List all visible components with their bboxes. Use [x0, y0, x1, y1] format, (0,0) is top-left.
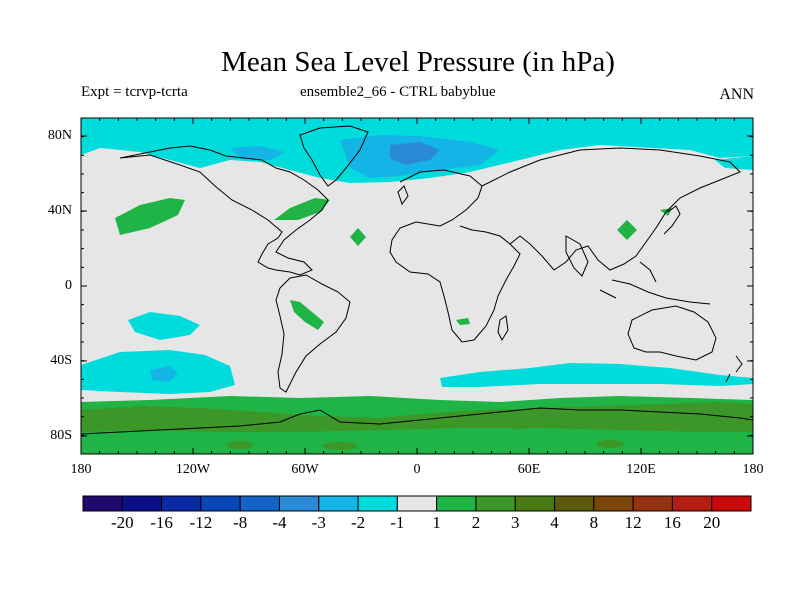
arctic-darkblue-core: [390, 142, 440, 165]
colorbar-swatch: [632, 495, 673, 512]
subtitle-experiment: Expt = tcrvp-tcrta: [81, 84, 188, 100]
chart-title: Mean Sea Level Pressure (in hPa): [221, 46, 615, 78]
colorbar-label: -1: [390, 513, 405, 532]
colorbar-label: -2: [350, 513, 366, 532]
coast-australia: [627, 305, 717, 361]
lat-label-80s: 80S: [50, 428, 72, 443]
lon-label-180e: 180: [742, 462, 764, 477]
colorbar-swatch: [475, 495, 516, 512]
colorbar-swatch: [396, 495, 438, 512]
axis-ticks: [80, 117, 754, 455]
south-america-high: [290, 300, 324, 330]
lon-label-120e: 120E: [626, 462, 656, 477]
lon-label-120w: 120W: [175, 462, 211, 477]
north-atlantic-high: [274, 198, 330, 220]
antarctic-dark-patch-1: [226, 441, 254, 449]
colorbar-label: 12: [624, 513, 642, 532]
colorbar-swatch: [121, 495, 163, 512]
coast-japan: [663, 205, 681, 235]
antarctic-dark-patch-3: [596, 440, 624, 448]
colorbar-swatch: [161, 495, 202, 512]
colorbar-swatch: [318, 495, 359, 512]
east-siberia-cyan: [715, 156, 753, 170]
coast-greenland: [299, 125, 369, 187]
coast-new-zealand: [725, 355, 743, 383]
colorbar-label: -4: [272, 513, 287, 532]
east-asia-high: [617, 220, 637, 240]
coast-uk: [397, 185, 409, 206]
lat-label-40n: 40N: [47, 203, 72, 218]
colorbar-swatch: [278, 495, 320, 512]
southern-ocean-low-east: [440, 363, 753, 387]
colorbar-label: 16: [663, 513, 681, 532]
colorbar-label: -8: [233, 513, 248, 532]
colorbar-swatch: [593, 495, 634, 512]
coast-madagascar: [497, 315, 509, 342]
colorbar-swatch: [711, 495, 752, 512]
africa-small-high: [456, 318, 470, 325]
coast-antarctica: [80, 407, 754, 435]
colorbar-label: 3: [510, 513, 520, 532]
colorbar: [82, 495, 752, 512]
colorbar-swatch: [554, 495, 595, 512]
south-pacific-low: [128, 312, 200, 340]
coast-europe-africa: [389, 169, 521, 343]
colorbar-label: -20: [110, 513, 134, 532]
colorbar-label: 20: [703, 513, 721, 532]
antarctic-dark-patch-4: [510, 423, 530, 429]
lon-label-0: 0: [413, 462, 421, 477]
southern-ocean-blue-core: [150, 366, 178, 382]
colorbar-label: -16: [150, 513, 173, 532]
colorbar-swatch: [200, 495, 241, 512]
colorbar-label: -3: [311, 513, 326, 532]
coast-south-america: [275, 274, 351, 393]
lon-label-180w: 180: [70, 462, 92, 477]
colorbar-swatch: [82, 495, 123, 512]
atlantic-small-high: [350, 228, 366, 246]
lat-label-40s: 40S: [50, 353, 72, 368]
lon-label-60w: 60W: [291, 462, 319, 477]
coast-asia: [481, 147, 741, 271]
colorbar-label: 2: [471, 513, 481, 532]
antarctic-dark-patch-2: [322, 442, 358, 450]
coast-india: [565, 235, 589, 277]
colorbar-label: 1: [432, 513, 441, 532]
colorbar-label: -12: [189, 513, 213, 532]
subtitle-ensemble: ensemble2_66 - CTRL babyblue: [300, 84, 496, 100]
coast-southeast-asia: [599, 261, 711, 305]
colorbar-label: 4: [550, 513, 559, 532]
colorbar-swatch: [239, 495, 280, 512]
coastlines: [80, 125, 754, 435]
lat-label-80n: 80N: [47, 128, 72, 143]
colorbar-swatch: [514, 495, 556, 512]
colorbar-swatch: [357, 495, 398, 512]
coast-north-america: [119, 145, 329, 276]
north-pacific-high: [115, 198, 185, 235]
colorbar-swatch: [436, 495, 477, 512]
colorbar-label: 8: [589, 513, 599, 532]
colorbar-swatch: [671, 495, 713, 512]
subtitle-season: ANN: [719, 86, 754, 103]
lon-label-60e: 60E: [517, 462, 541, 477]
lat-label-0: 0: [65, 278, 72, 293]
pacific-arctic-blue: [230, 146, 285, 160]
